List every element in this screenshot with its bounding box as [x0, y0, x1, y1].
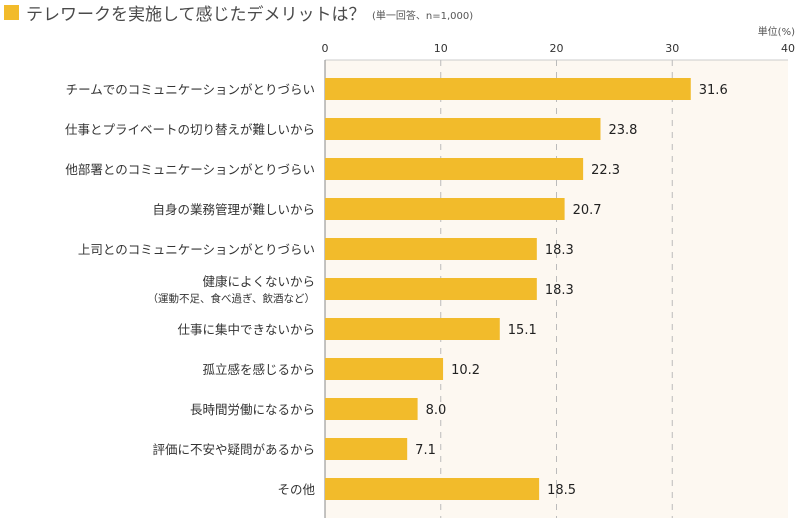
bar: [325, 278, 537, 300]
data-label: 22.3: [591, 163, 620, 178]
category-label: チームでのコミュニケーションがとりづらい: [66, 82, 315, 97]
bar: [325, 198, 565, 220]
data-label: 18.3: [545, 243, 574, 258]
data-label: 7.1: [415, 443, 436, 458]
category-label: その他: [277, 482, 315, 497]
chart-title: テレワークを実施して感じたデメリットは？: [26, 4, 366, 25]
category-label: 孤立感を感じるから: [202, 362, 315, 377]
category-label: 健康によくないから: [202, 274, 315, 289]
unit-label: 単位(%): [758, 25, 795, 38]
category-label: 仕事とプライベートの切り替えが難しいから: [65, 122, 315, 137]
bar: [325, 478, 540, 500]
bar: [325, 398, 418, 420]
bar: [325, 78, 691, 100]
bar: [325, 238, 537, 260]
chart-subtitle: (単一回答、n=1,000): [372, 9, 473, 22]
category-label: 上司とのコミュニケーションがとりづらい: [78, 242, 315, 257]
data-label: 23.8: [608, 123, 637, 138]
data-label: 18.3: [545, 283, 574, 298]
data-label: 15.1: [508, 323, 537, 338]
data-label: 18.5: [547, 483, 576, 498]
bar: [325, 358, 444, 380]
x-tick-label: 20: [550, 42, 564, 55]
x-tick-label: 0: [322, 42, 329, 55]
bar: [325, 318, 500, 340]
x-tick-label: 40: [781, 42, 795, 55]
data-label: 20.7: [573, 203, 602, 218]
category-label: 評価に不安や疑問があるから: [152, 442, 315, 457]
category-label: 自身の業務管理が難しいから: [152, 202, 315, 217]
title-square-icon: [4, 5, 19, 20]
category-note: （運動不足、食べ過ぎ、飲酒など）: [148, 292, 315, 305]
bar: [325, 438, 408, 460]
category-label: 長時間労働になるから: [190, 402, 315, 417]
data-label: 10.2: [451, 363, 480, 378]
bar: [325, 158, 584, 180]
data-label: 31.6: [699, 83, 728, 98]
bar: [325, 118, 601, 140]
category-label: 他部署とのコミュニケーションがとりづらい: [65, 162, 315, 177]
data-label: 8.0: [426, 403, 447, 418]
x-tick-label: 10: [434, 42, 448, 55]
x-tick-label: 30: [665, 42, 679, 55]
category-label: 仕事に集中できないから: [177, 322, 315, 337]
